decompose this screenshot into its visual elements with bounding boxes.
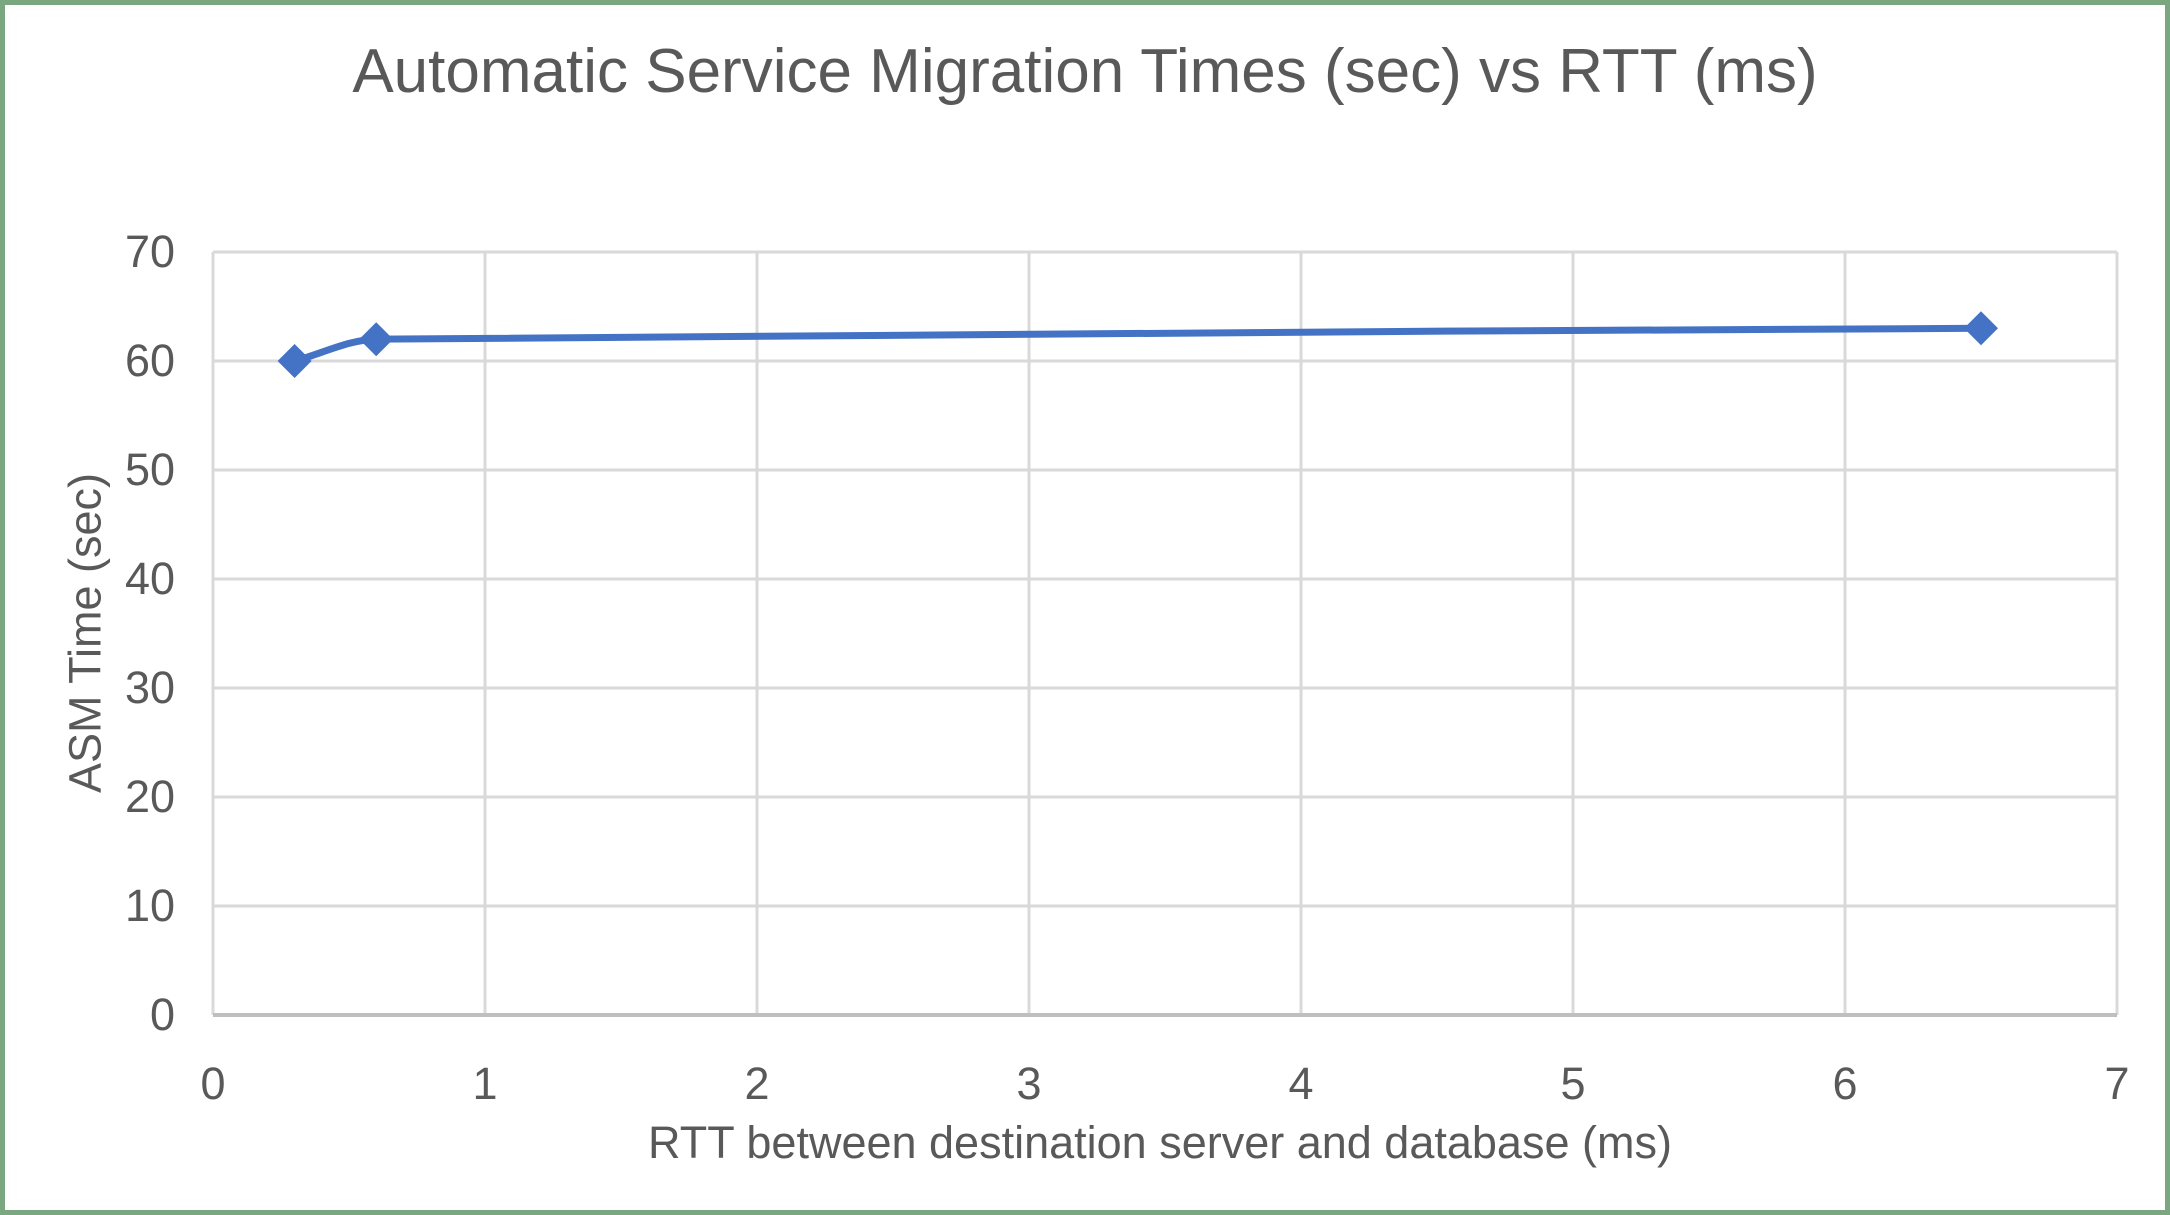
x-tick-label: 2	[744, 1058, 770, 1109]
x-tick-label: 4	[1288, 1058, 1314, 1109]
y-tick-label: 60	[124, 335, 175, 386]
data-point-marker	[359, 322, 394, 357]
y-axis-title: ASM Time (sec)	[59, 472, 111, 794]
data-series	[277, 311, 1998, 378]
plot-area	[211, 250, 2119, 1017]
x-tick-label: 6	[1832, 1058, 1858, 1109]
y-tick-label: 30	[124, 662, 175, 713]
gridlines	[211, 250, 2119, 1015]
y-tick-label: 50	[124, 444, 175, 495]
data-point-marker	[1964, 311, 1998, 346]
chart-title: Automatic Service Migration Times (sec) …	[352, 37, 1818, 106]
y-tick-label: 40	[124, 553, 175, 604]
x-axis-title: RTT between destination server and datab…	[648, 1117, 1672, 1168]
x-tick-label: 5	[1560, 1058, 1586, 1109]
x-tick-label: 0	[200, 1058, 226, 1109]
x-tick-label: 3	[1016, 1058, 1042, 1109]
x-tick-label: 1	[472, 1058, 498, 1109]
data-point-marker	[277, 344, 312, 378]
y-tick-label: 20	[124, 771, 175, 822]
series-line	[291, 324, 1985, 365]
y-tick-label: 0	[149, 989, 175, 1040]
x-tick-label: 7	[2104, 1058, 2130, 1109]
y-tick-label: 70	[124, 226, 175, 277]
y-tick-label: 10	[124, 880, 175, 931]
